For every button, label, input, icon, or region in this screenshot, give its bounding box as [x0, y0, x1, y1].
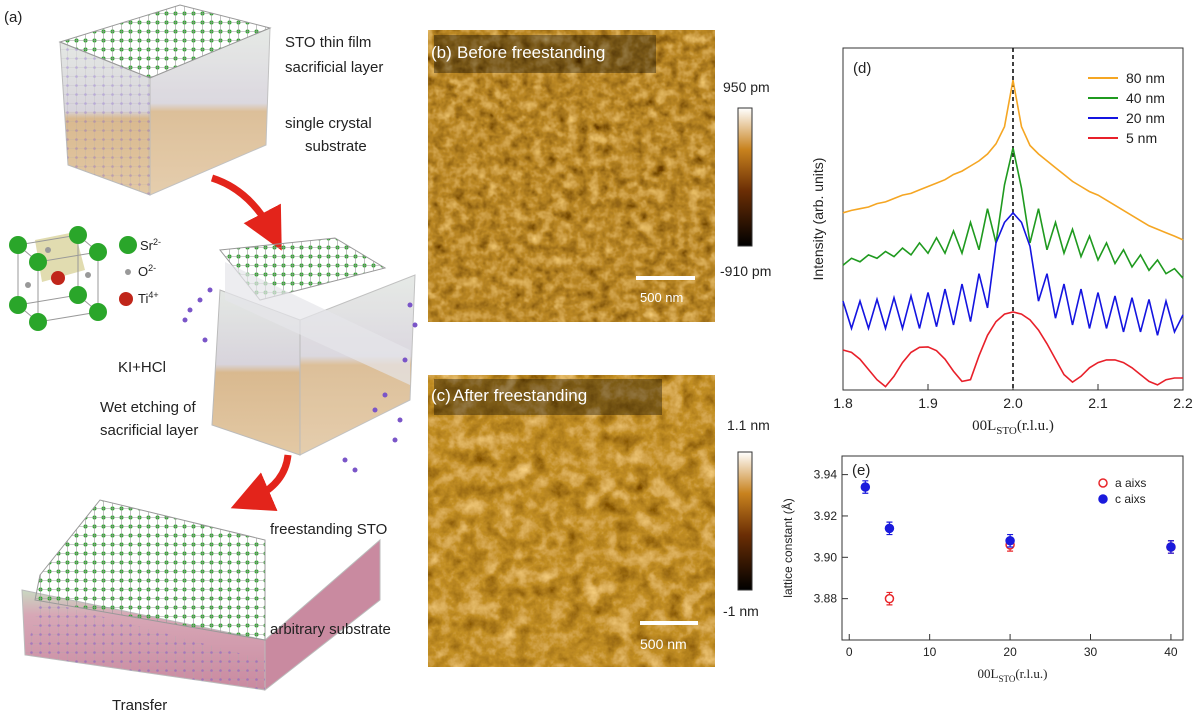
colorbar-max: 950 pm	[723, 79, 770, 95]
legend-swatch	[1099, 479, 1107, 487]
label-film: STO thin film	[285, 34, 371, 51]
panel-label: (a)	[4, 9, 22, 26]
y-tick-label: 3.90	[814, 550, 838, 564]
colorbar-min: -1 nm	[723, 603, 759, 619]
legend-label: 20 nm	[1126, 110, 1165, 126]
x-axis-label-part: (r.l.u.)	[1015, 666, 1047, 681]
image-title: Before freestanding	[457, 43, 605, 62]
scale-bar-label: 500 nm	[640, 290, 683, 305]
colorbar-min: -910 pm	[720, 263, 771, 279]
chart: 1.8 1.9 2.0 2.1 2.2 80 nm 40 nm 20 nm 5 nm (d) 00L…	[810, 48, 1193, 437]
panel-label: (d)	[853, 60, 871, 77]
panel-label: (b)	[431, 43, 452, 62]
panel-c: (c) After freestanding 500 nm 1.1 nm -1 …	[428, 375, 770, 667]
ion-label: Ti4+	[138, 290, 159, 306]
legend-swatch	[1099, 495, 1107, 503]
panel-b: (b) Before freestanding 500 nm 950 pm -9…	[428, 30, 771, 322]
x-tick-label: 40	[1164, 645, 1178, 659]
x-axis-label-part: STO	[998, 674, 1015, 684]
colorbar	[738, 452, 752, 590]
x-tick-label: 2.0	[1003, 395, 1023, 411]
x-tick-label: 10	[923, 645, 937, 659]
x-tick-label: 2.1	[1088, 395, 1108, 411]
data-point	[1006, 537, 1014, 545]
y-tick-label: 3.88	[814, 592, 838, 606]
data-point	[861, 483, 869, 491]
legend-label: 5 nm	[1126, 130, 1157, 146]
film-stack-diagram	[60, 5, 270, 195]
arrow	[212, 178, 272, 232]
scale-bar-label: 500 nm	[640, 636, 687, 652]
arrow	[250, 455, 288, 500]
data-point	[885, 524, 893, 532]
ion-label: Sr2-	[140, 237, 161, 253]
legend-label: c aixs	[1115, 492, 1146, 506]
label-arbitrary: arbitrary substrate	[270, 621, 391, 638]
legend-label: a aixs	[1115, 476, 1146, 490]
x-axis-label-part: 00L	[978, 666, 999, 681]
x-tick-label: 1.9	[918, 395, 938, 411]
x-axis-label-part: (r.l.u.)	[1017, 418, 1054, 434]
label-transfer: Transfer	[112, 697, 167, 714]
chart: 0 10 20 30 40 3.88 3.90 3.92 3.94 a aixs c aixs (e)…	[780, 456, 1183, 684]
x-tick-label: 2.2	[1173, 395, 1193, 411]
label-freestanding: freestanding STO	[270, 521, 387, 538]
charts: 1.8 1.9 2.0 2.1 2.2 80 nm 40 nm 20 nm 5 nm (d) 00L…	[780, 48, 1193, 684]
x-tick-label: 30	[1084, 645, 1098, 659]
label-substrate: single crystal	[285, 115, 372, 132]
label-etching: sacrificial layer	[100, 422, 198, 439]
figure: (a) STO thin film sacrificial layer sing…	[0, 0, 1197, 717]
panel-a: (a) STO thin film sacrificial layer sing…	[4, 5, 418, 714]
panel-label: (e)	[852, 462, 870, 479]
x-axis-label: 00LSTO(r.l.u.)	[978, 666, 1048, 684]
label-substrate: substrate	[305, 138, 367, 155]
y-axis-label: Intensity (arb. units)	[810, 158, 826, 281]
label-etching: Wet etching of	[100, 399, 196, 416]
unit-cell	[9, 226, 137, 331]
y-tick-label: 3.94	[814, 468, 838, 482]
x-tick-label: 1.8	[833, 395, 853, 411]
legend-label: 40 nm	[1126, 90, 1165, 106]
y-axis-label: lattice constant (Å)	[780, 498, 795, 597]
colorbar	[738, 108, 752, 246]
data-point	[885, 595, 893, 603]
x-axis-label-part: STO	[996, 425, 1017, 437]
label-sacrificial: sacrificial layer	[285, 59, 383, 76]
x-axis-label: 00LSTO(r.l.u.)	[972, 418, 1054, 437]
y-tick-label: 3.92	[814, 509, 838, 523]
label-etchant: KI+HCl	[118, 359, 166, 376]
ion-label: O2-	[138, 263, 156, 279]
data-point	[1167, 543, 1175, 551]
etching-diagram	[183, 238, 418, 473]
colorbar-max: 1.1 nm	[727, 417, 770, 433]
x-tick-label: 0	[846, 645, 853, 659]
x-tick-label: 20	[1003, 645, 1017, 659]
x-axis-label-part: 00L	[972, 418, 996, 434]
panel-label: (c)	[431, 386, 451, 405]
legend-label: 80 nm	[1126, 70, 1165, 86]
image-title: After freestanding	[453, 386, 587, 405]
